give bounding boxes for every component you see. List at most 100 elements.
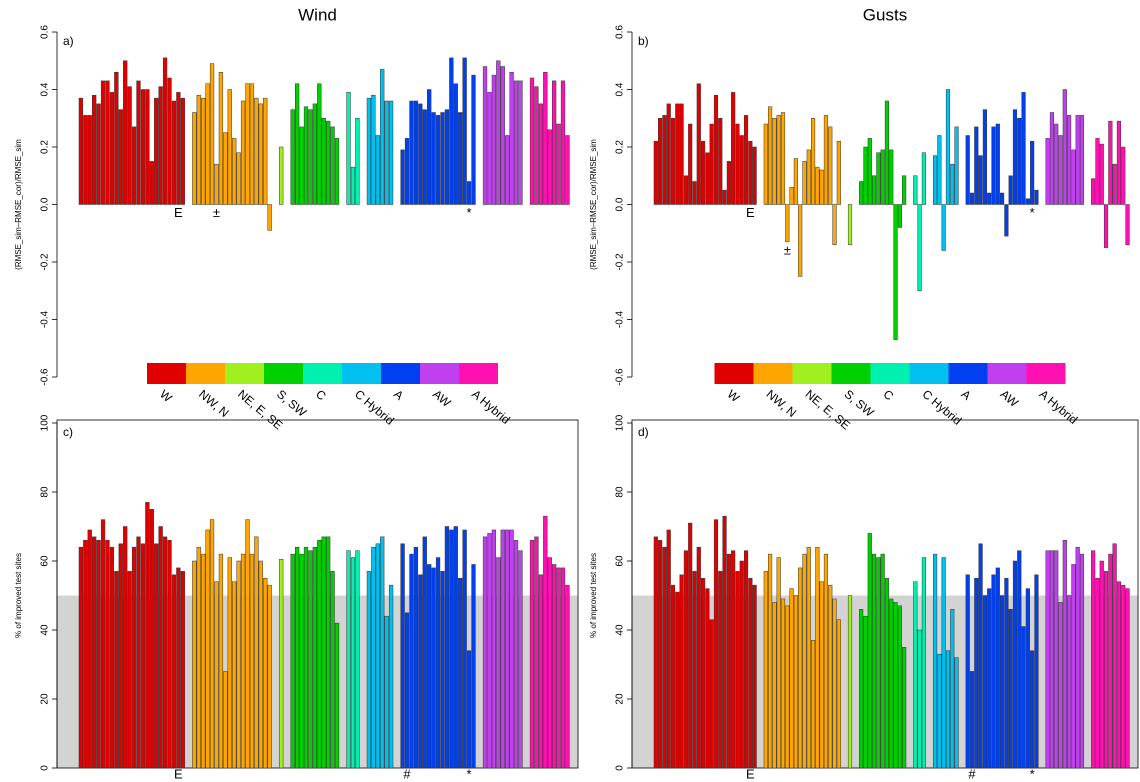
bar [658, 540, 663, 769]
bar [209, 519, 215, 769]
bar [718, 571, 723, 769]
bar [418, 574, 423, 769]
bar [982, 109, 987, 205]
bar [254, 97, 259, 205]
bar [1075, 546, 1080, 769]
bar [806, 546, 811, 769]
bar [196, 546, 201, 769]
bar [355, 118, 360, 205]
legend-label: C Hybrid [352, 387, 397, 428]
legend-swatch [792, 363, 832, 384]
bar [847, 595, 853, 769]
bar [505, 529, 510, 769]
legend-swatch [714, 363, 754, 384]
panel-label: d) [638, 425, 649, 439]
bar [1058, 135, 1063, 205]
bar [279, 146, 284, 205]
bar [1108, 120, 1113, 205]
bar [409, 100, 414, 205]
bar [802, 161, 807, 205]
y-tick-label: 0.2 [615, 140, 626, 154]
bar [543, 72, 548, 205]
bar [1095, 138, 1100, 205]
bar [560, 80, 566, 205]
bar [453, 83, 458, 205]
bar [240, 100, 246, 205]
bar [236, 560, 241, 769]
legend-label: A Hybrid [469, 387, 513, 427]
bar [815, 546, 820, 769]
bar [279, 559, 284, 769]
bar [954, 657, 959, 769]
bar [321, 536, 326, 769]
bar [462, 529, 467, 769]
bar [897, 605, 902, 769]
bar [965, 574, 970, 769]
bar [810, 640, 816, 769]
bar [945, 650, 951, 769]
bar [692, 181, 697, 205]
bar [371, 546, 376, 769]
bar [653, 536, 658, 769]
bar [404, 138, 410, 205]
bar [78, 546, 84, 769]
bar [154, 97, 159, 205]
bar-annotation: E [746, 205, 755, 220]
bar [1021, 92, 1026, 205]
bar-annotation: # [403, 766, 411, 781]
bar [1071, 564, 1076, 769]
bar [832, 598, 837, 769]
bar [96, 103, 101, 205]
bar [1021, 626, 1026, 769]
bar [440, 112, 445, 205]
bar [267, 204, 272, 231]
bar [743, 115, 749, 205]
bar [162, 57, 168, 205]
bar [518, 550, 523, 769]
bar [201, 553, 206, 769]
bar [709, 619, 714, 769]
bar [565, 135, 570, 205]
bar [688, 123, 693, 205]
bar [422, 536, 427, 769]
bar [1025, 198, 1030, 205]
bar [114, 571, 119, 769]
bar [254, 536, 259, 769]
legend-label: S, SW [274, 387, 310, 420]
bar [974, 126, 979, 205]
bar [876, 557, 881, 769]
bar [167, 77, 172, 205]
y-tick-label: 60 [615, 555, 626, 567]
bar [491, 529, 497, 769]
bar [388, 584, 394, 769]
bar [299, 553, 304, 769]
legend-swatch [870, 363, 910, 384]
bar [308, 550, 313, 769]
bar [295, 546, 300, 769]
bar [1054, 123, 1059, 205]
bar [859, 181, 864, 205]
bar [713, 519, 719, 769]
bar [109, 546, 115, 769]
bar [290, 109, 295, 205]
bar [418, 103, 423, 205]
bar [705, 588, 710, 769]
bar [500, 66, 505, 205]
y-tick-label: 100 [615, 414, 626, 431]
bar-annotation: * [1030, 205, 1035, 220]
bar [921, 152, 926, 205]
bar [131, 546, 137, 769]
bar [375, 135, 380, 205]
legend-label: W [725, 387, 743, 405]
bar [123, 526, 128, 769]
bar [449, 57, 454, 205]
bar [1062, 540, 1067, 769]
bar [538, 574, 543, 769]
bar [312, 103, 317, 205]
bar [440, 571, 445, 769]
bar [1049, 550, 1054, 769]
bar [666, 529, 671, 769]
bar [696, 546, 701, 769]
bar [258, 103, 263, 205]
bar [249, 83, 255, 205]
